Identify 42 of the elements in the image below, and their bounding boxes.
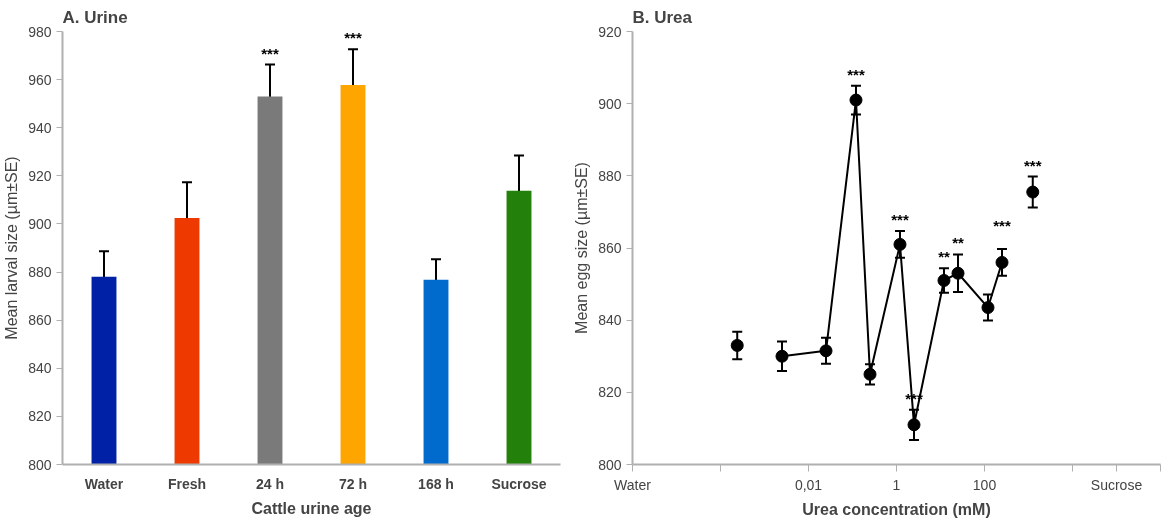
x-tick-label: Water (614, 476, 652, 493)
x-tick-label: 100 (972, 476, 997, 493)
y-tick-label: 840 (28, 360, 52, 377)
chart-title: A. Urine (62, 7, 128, 27)
annotation: *** (993, 217, 1011, 235)
x-tick-label: 0,01 (794, 476, 823, 493)
annotation: *** (1024, 156, 1042, 174)
x-tick-label: 72 h (338, 475, 368, 492)
y-tick-label: 860 (598, 240, 622, 256)
y-tick-label: 960 (28, 71, 52, 88)
x-tick-label: 24 h (255, 475, 285, 492)
y-tick-label: 820 (28, 408, 52, 425)
y-tick-label: 800 (598, 456, 622, 473)
annotation: *** (847, 65, 865, 83)
y-tick-label: 860 (28, 312, 52, 329)
y-tick-label: 900 (28, 215, 52, 232)
y-tick-label: 880 (598, 167, 622, 184)
x-axis-title: Urea concentration (mM) (802, 500, 991, 518)
x-tick-label: 168 h (418, 475, 454, 492)
y-tick-label: 940 (28, 119, 52, 136)
x-tick-label: Water (84, 475, 124, 492)
x-tick-label: 1 (892, 476, 901, 493)
y-tick-label: 800 (28, 456, 52, 473)
annotation: ** (938, 248, 950, 266)
y-tick-label: 820 (598, 384, 622, 401)
annotation: *** (344, 29, 362, 47)
y-tick-label: 840 (598, 312, 622, 329)
y-tick-label: 980 (28, 23, 52, 40)
x-axis-title: Cattle urine age (251, 499, 372, 517)
chart-title: B. Urea (632, 7, 693, 27)
annotation: *** (261, 45, 279, 63)
y-axis-title: Mean egg size (µm±SE) (573, 162, 591, 334)
y-axis-title: Mean larval size (µm±SE) (3, 156, 21, 340)
x-tick-label: Sucrose (1090, 476, 1143, 493)
x-tick-label: Fresh (167, 475, 207, 492)
y-tick-label: 900 (598, 95, 622, 112)
annotation: ** (952, 234, 965, 252)
y-tick-label: 920 (28, 167, 52, 184)
y-tick-label: 920 (598, 23, 622, 40)
x-tick-label: Sucrose (491, 475, 547, 492)
y-tick-label: 880 (28, 264, 52, 281)
annotation: *** (891, 211, 909, 229)
